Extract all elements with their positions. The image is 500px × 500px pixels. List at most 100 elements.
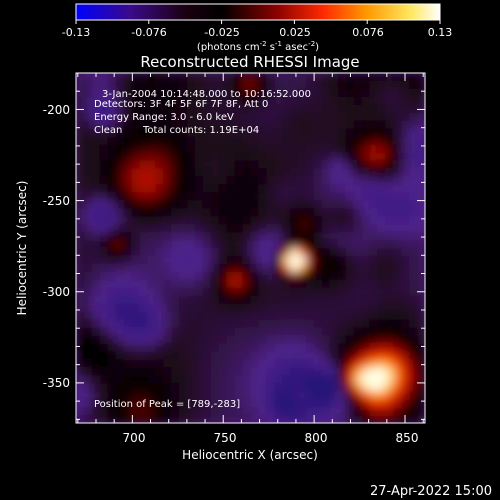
heatmap-cell [139,375,148,384]
heatmap-cell [242,240,252,249]
heatmap-cell [409,144,418,154]
heatmap-cell [266,343,275,352]
heatmap-cell [298,120,307,130]
heatmap-cell [83,232,93,241]
heatmap-cell [76,192,85,201]
heatmap-cell [218,327,228,337]
heatmap-cell [377,200,386,209]
heatmap-cell [210,136,220,146]
heatmap-cell [369,303,379,313]
heatmap-cell [321,263,331,273]
heatmap-cell [298,168,307,177]
heatmap-cell [115,216,125,225]
heatmap-cell [409,224,418,233]
heatmap-cell [329,367,339,376]
heatmap-cell [282,407,291,416]
heatmap-cell [187,104,196,114]
heatmap-cell [179,80,188,90]
heatmap-cell [250,128,260,138]
heatmap-cell [329,303,339,313]
heatmap-cell [417,263,425,273]
heatmap-cell [218,255,228,265]
heatmap-cell [282,335,291,345]
heatmap-cell [274,391,283,400]
heatmap-cell [282,88,291,98]
heatmap-cell [139,120,148,130]
heatmap-cell [353,367,363,376]
heatmap-cell [179,319,188,329]
heatmap-cell [361,128,371,138]
heatmap-cell [218,248,228,257]
heatmap-cell [369,96,379,106]
heatmap-cell [202,383,212,392]
heatmap-cell [226,232,236,241]
heatmap-cell [250,144,260,154]
heatmap-cell [131,311,141,321]
heatmap-cell [210,120,220,130]
heatmap-cell [250,232,260,241]
heatmap-cell [345,160,355,170]
heatmap-cell [266,263,275,273]
heatmap-cell [155,208,164,217]
heatmap-cell [409,152,418,162]
heatmap-cell [313,176,323,185]
heatmap-cell [202,73,212,82]
heatmap-cell [234,383,244,392]
heatmap-cell [385,160,394,170]
heatmap-cell [147,295,156,305]
heatmap-cell [361,240,371,249]
heatmap-cell [409,263,418,273]
heatmap-cell [337,224,347,233]
heatmap-cell [274,383,283,392]
heatmap-cell [401,80,410,90]
heatmap-cell [274,176,283,185]
heatmap-cell [139,80,148,90]
heatmap-cell [155,73,164,82]
heatmap-cell [234,343,244,352]
heatmap-cell [282,375,291,384]
heatmap-cell [218,192,228,201]
heatmap-cell [123,303,133,313]
heatmap-cell [385,136,394,146]
heatmap-cell [409,287,418,297]
heatmap-cell [321,311,331,321]
heatmap-cell [83,327,93,337]
heatmap-cell [187,240,196,249]
heatmap-cell [417,343,425,352]
heatmap-cell [337,248,347,257]
heatmap-cell [282,73,291,82]
heatmap-cell [306,128,315,138]
heatmap-cell [377,279,386,289]
heatmap-cell [266,415,275,423]
heatmap-cell [163,120,172,130]
heatmap-cell [171,295,180,305]
heatmap-cell [266,88,275,98]
heatmap-cell [139,136,148,146]
heatmap-cell [163,287,172,297]
x-tick-label: 700 [123,431,146,445]
colorbar-tick-label: -0.025 [204,26,239,39]
heatmap-cell [226,240,236,249]
heatmap-cell [171,152,180,162]
heatmap-cell [194,359,204,368]
heatmap-cell [298,200,307,209]
heatmap-cell [234,407,244,416]
heatmap-cell [385,144,394,154]
heatmap-cell [250,104,260,114]
heatmap-cell [361,208,371,217]
heatmap-cell [298,327,307,337]
heatmap-cell [131,351,141,360]
heatmap-cell [226,136,236,146]
heatmap-cell [393,375,402,384]
heatmap-cell [393,184,402,193]
heatmap-cell [163,232,172,241]
heatmap-cell [226,255,236,265]
heatmap-cell [202,184,212,193]
heatmap-cell [409,240,418,249]
heatmap-cell [234,112,244,122]
heatmap-cell [377,295,386,305]
heatmap-cell [187,415,196,423]
heatmap-cell [321,367,331,376]
heatmap-cell [115,144,125,154]
heatmap-cell [210,224,220,233]
